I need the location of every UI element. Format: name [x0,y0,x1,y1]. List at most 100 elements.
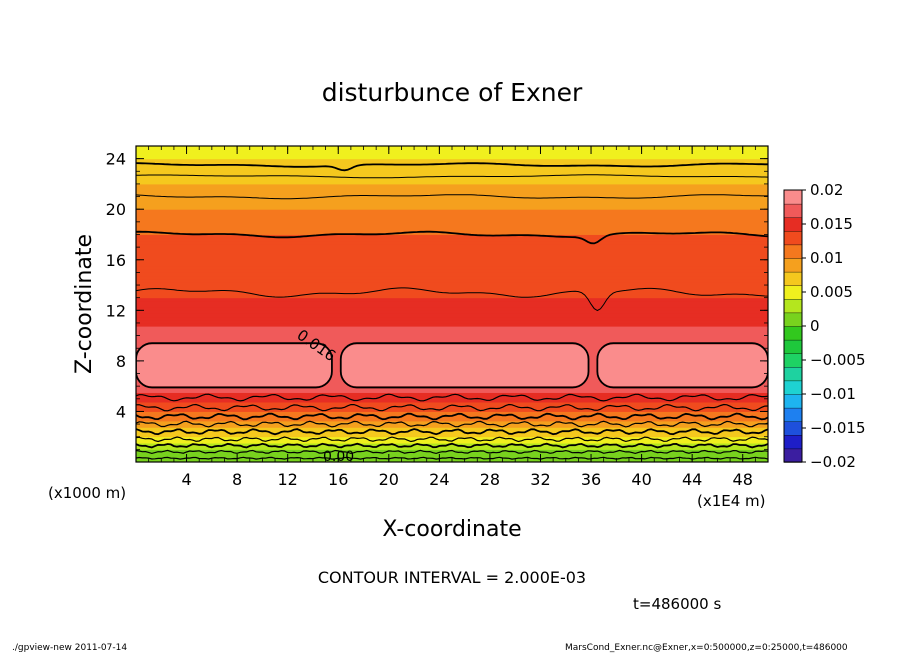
y-axis-label: Z-coordinate [72,234,97,374]
field-band [136,303,768,308]
field-band [136,309,768,314]
contour-line [136,412,768,421]
field-band [136,262,768,267]
x-tick-label: 8 [232,470,242,489]
core-blob [597,344,768,387]
colorbar: 0.02 0.015 0.01 0.005 0 −0.005 −0.01 −0.015 −0.0… [783,181,866,471]
contour-line [136,442,768,449]
field-band [136,265,768,270]
field-band [136,322,768,327]
x-tick-label: 24 [429,470,449,489]
field-band [136,429,768,435]
field-band [136,227,768,232]
contour-line [136,162,768,172]
contour-line [136,194,768,200]
field-band [136,404,768,409]
x-tick-label: 28 [480,470,500,489]
colorbar-tick-label: 0.005 [810,283,853,301]
field-band [136,445,768,450]
x-tick-label: 44 [682,470,702,489]
field-band [136,158,768,163]
field-band [136,259,768,264]
field-band [136,281,768,286]
field-band [136,338,768,343]
footer-right: MarsCond_Exner.nc@Exner,x=0:500000,z=0:2… [565,643,848,653]
colorbar-cell [783,189,803,205]
field-band [136,189,768,194]
field-band [136,391,768,397]
x-tick-label: 16 [328,470,348,489]
contour-line [136,174,768,179]
field-band [136,199,768,204]
field-band [136,196,768,201]
field-band [136,452,768,457]
heatmap-field [136,146,768,462]
colorbar-cell [783,230,803,246]
field-band [136,148,768,153]
contour-lines [136,162,768,460]
footer-left: ./gpview-new 2011-07-14 [12,643,127,653]
field-band [136,325,768,330]
colorbar-cells [783,189,803,463]
y-tick-label: 4 [116,402,126,421]
contour-line [339,342,590,389]
colorbar-cell [783,203,803,218]
y-tick-label: 20 [106,200,126,219]
contour-line [136,393,768,402]
field-band [136,177,768,182]
y-axis-ticks: 4 8 12 16 20 24 [106,145,768,463]
chart-title: disturbunce of Exner [322,78,583,107]
field-band [136,297,768,302]
x-tick-label: 20 [379,470,399,489]
field-band [136,268,768,273]
y-tick-label: 8 [116,352,126,371]
field-band [136,426,768,431]
colorbar-cell [783,285,803,300]
field-band [136,233,768,239]
x-tick-label: 36 [581,470,601,489]
colorbar-tick-label: 0.02 [810,181,843,199]
colorbar-cell [783,353,803,368]
field-band [136,433,768,438]
field-band [136,388,768,393]
contour-line [136,420,768,428]
field-band [136,271,768,277]
colorbar-tick-label: 0.01 [810,249,843,267]
field-band [136,186,768,191]
field-band [136,202,768,207]
field-band [136,224,768,229]
field-band [136,170,768,175]
field-band [136,319,768,324]
colorbar-cell [783,244,803,259]
field-band [136,180,768,185]
field-band [136,240,768,245]
colorbar-cell [783,216,803,232]
field-band [136,275,768,280]
field-band [136,256,768,261]
field-band [136,410,768,416]
contour-line [136,230,768,245]
colorbar-tick-label: 0.015 [810,215,853,233]
x-unit-left: (x1000 m) [48,484,126,502]
field-band [136,287,768,292]
field-band [136,436,768,441]
colorbar-cell [783,298,803,314]
colorbar-cell [783,257,803,273]
field-band [136,331,768,337]
colorbar-tick-label: −0.01 [810,385,856,403]
x-tick-label: 4 [181,470,191,489]
colorbar-cell [783,271,803,286]
x-tick-label: 32 [530,470,550,489]
field-band [136,300,768,305]
field-band [136,151,768,156]
field-band [136,316,768,321]
field-band [136,306,768,311]
contour-line [136,428,768,436]
x-tick-label: 40 [631,470,651,489]
field-band [136,252,768,258]
field-band [136,218,768,223]
field-band [136,154,768,160]
y-tick-label: 16 [106,251,126,270]
colorbar-tick-label: −0.005 [810,351,866,369]
